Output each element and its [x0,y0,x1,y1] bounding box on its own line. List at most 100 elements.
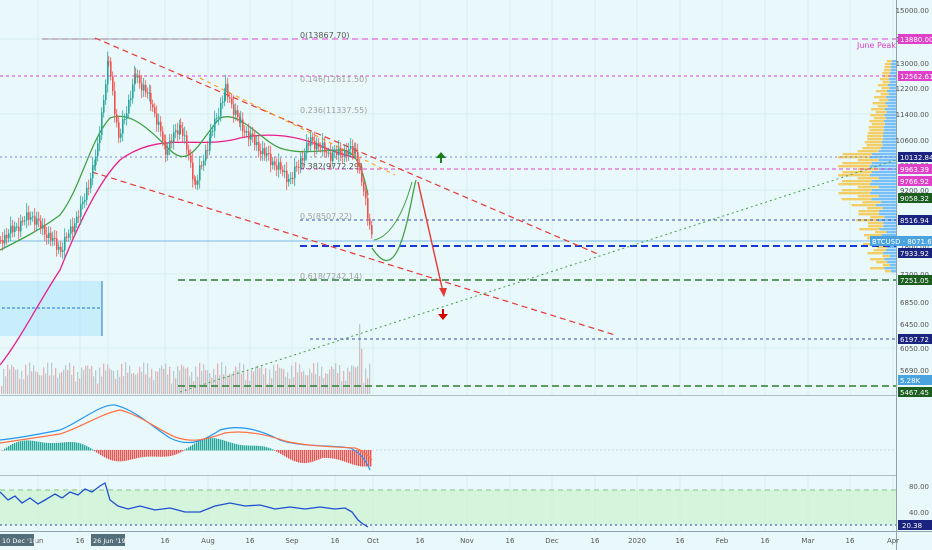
macd-histogram-bar [102,450,104,457]
volume-bar [327,373,329,394]
volume-bar [163,368,165,394]
y-tick-label: 6450.00 [900,321,929,329]
macd-histogram-bar [34,441,36,451]
candle-body [72,226,74,232]
volume-profile-bar [889,255,896,258]
x-tick-label: 16 [591,537,600,545]
rsi-value-label: 20.38 [902,522,922,530]
candle-body [231,98,233,105]
projection-arc [373,181,413,241]
candle-body [332,152,334,162]
volume-profile-bar [890,264,896,267]
candle-body [244,131,246,133]
volume-profile-bar [887,105,896,108]
macd-histogram-bar [226,441,228,451]
volume-bar [235,366,237,394]
candle-body [97,143,99,157]
macd-histogram-bar [156,450,158,457]
volume-profile-bar [885,102,896,105]
candle-body [95,156,97,165]
price-tag [898,164,932,174]
macd-histogram-bar [170,450,172,456]
volume-profile-bar [887,261,896,264]
volume-profile-bar [871,123,886,126]
candle-body [60,246,62,252]
macd-histogram-bar [358,450,360,467]
macd-histogram-bar [32,440,34,451]
candle-body [350,145,352,149]
macd-histogram-bar [122,450,124,462]
volume-profile-bar [871,189,896,192]
candle-body [250,133,252,140]
y-tick-label: 12200.00 [896,85,929,93]
fib-label-0618: 0.618(7242.14) [300,272,362,281]
rsi-value-tag [898,520,932,530]
candle-body [296,166,298,168]
candle-body [38,218,40,221]
macd-histogram-bar [294,450,296,462]
volume-bar [105,370,107,394]
macd-histogram-bar [230,442,232,451]
volume-bar [251,369,253,394]
candle-body [154,107,156,114]
volume-bar [129,365,131,394]
macd-histogram-bar [250,445,252,451]
volume-profile-bar [871,180,896,183]
macd-histogram-bar [8,446,10,451]
volume-bar [111,370,113,394]
volume-profile-bar [883,126,896,129]
volume-profile-bar [871,198,896,201]
macd-histogram-bar [108,450,110,460]
volume-bar [49,375,51,394]
volume-profile-bar [867,252,884,255]
price-tag [898,176,932,186]
macd-histogram-bar [254,445,256,451]
candle-body [177,130,179,135]
macd-histogram-bar [160,450,162,457]
volume-profile-bar [869,183,896,186]
volume-bar [19,378,21,394]
candle-body [14,226,16,233]
volume-bar [85,365,87,394]
candle-body [68,233,70,238]
volume-bar [337,373,339,394]
candle-body [22,220,24,222]
candle-body [252,133,254,137]
macd-histogram-bar [350,450,352,464]
volume-profile-bar [851,204,876,207]
volume-profile-bar [877,84,888,87]
macd-histogram-bar [196,442,198,451]
candle-body [20,220,22,232]
macd-histogram-bar [246,445,248,451]
candle-body [216,117,218,119]
y-tick-label: 9200.00 [900,187,929,195]
macd-histogram-bar [348,450,350,464]
volume-profile-bar [886,60,892,63]
macd-histogram-bar [308,450,310,463]
candle-body [107,61,109,85]
volume-profile-bar [858,213,880,216]
volume-bar [257,365,259,394]
volume-bar [219,375,221,394]
candle-body [135,73,137,78]
volume-profile-bar [884,69,891,72]
rsi-tick-label: 40.00 [909,509,929,517]
candle-body [118,122,120,138]
candle-body [190,155,192,163]
candle-body [28,212,30,220]
macd-histogram-bar [172,450,174,456]
candle-body [167,149,169,155]
candle-body [282,169,284,173]
volume-profile-bar [879,213,896,216]
macd-histogram-bar [236,444,238,451]
volume-bar [281,368,283,394]
candle-body [260,151,262,155]
volume-profile-bar [890,66,896,69]
macd-histogram-bar [310,450,312,463]
candle-body [58,246,60,250]
macd-histogram-bar [272,449,274,451]
macd-histogram-bar [42,442,44,451]
volume-profile-bar [889,93,896,96]
candle-body [90,178,92,189]
volume-profile-bar [869,174,896,177]
